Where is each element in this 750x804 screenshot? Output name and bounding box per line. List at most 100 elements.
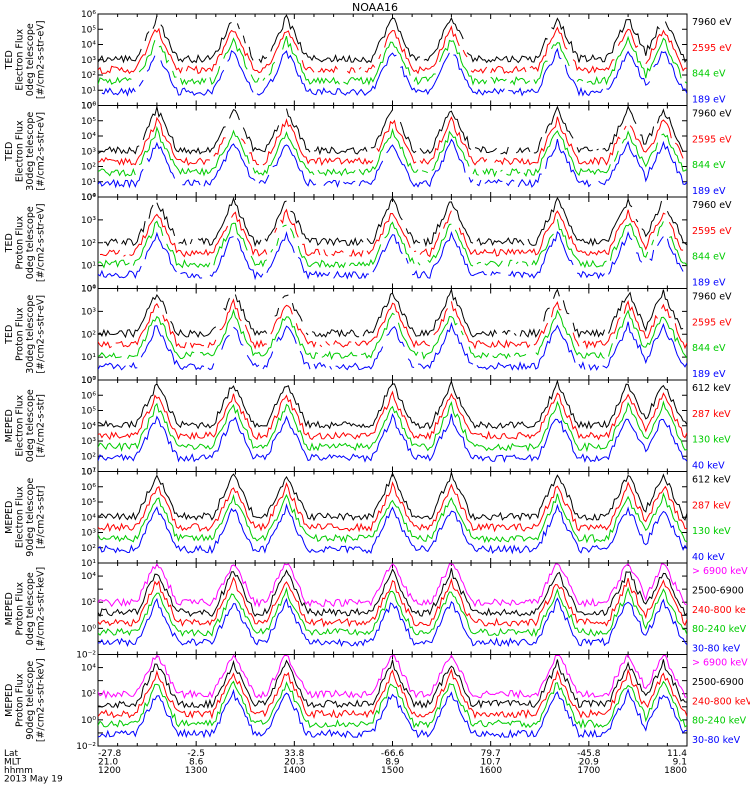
y-axis-label: TEDProton Flux0deg telescope[#/cm2-s-str… xyxy=(4,203,47,282)
legend-entry: 30-80 keV xyxy=(692,735,741,746)
y-tick-label: 10⁰ xyxy=(81,193,96,203)
legend-entry: 40 keV xyxy=(692,552,725,563)
y-tick-label: 10¹ xyxy=(81,86,96,96)
legend-entry: 189 eV xyxy=(692,186,726,197)
series-trace-4 xyxy=(98,321,687,371)
series-trace-2 xyxy=(98,298,687,350)
series-trace-1 xyxy=(98,14,687,64)
legend-entry: 2500-6900 xyxy=(692,677,744,688)
y-tick-label: 10⁴ xyxy=(81,41,96,51)
legend-entry: 2595 eV xyxy=(692,317,732,328)
footer-value: -66.6 xyxy=(381,749,405,759)
y-tick-label: 10⁶ xyxy=(81,391,96,401)
y-tick-label: 10⁴ xyxy=(81,193,96,203)
panel-6: 10¹ 10² 10³ 10⁴ 10⁵ 10⁶ 10⁷ MEPEDElectron Flux9… xyxy=(4,468,731,570)
y-axis-label-line: MEPED xyxy=(4,409,15,442)
y-tick-label: 10⁰ xyxy=(81,102,96,112)
y-axis-label-line: Electron Flux xyxy=(15,395,26,457)
y-axis-label-line: Proton Flux xyxy=(15,582,26,636)
series-trace-3 xyxy=(98,492,687,544)
y-axis-label-line: TED xyxy=(4,325,15,345)
footer-value: 11.4 xyxy=(667,749,687,759)
series-trace-4 xyxy=(98,680,687,730)
panel-frame xyxy=(97,654,688,747)
series-trace-3 xyxy=(98,668,687,720)
y-axis-label: MEPEDElectron Flux0deg telescope[#/cm2-s… xyxy=(4,389,47,462)
y-tick-label: 10⁰ xyxy=(81,376,96,386)
y-tick-label: 10⁵ xyxy=(81,498,96,508)
series-trace-3 xyxy=(98,35,687,86)
series-trace-2 xyxy=(98,25,687,75)
footer-row-label: Lat xyxy=(4,749,19,759)
footer-value: 1500 xyxy=(381,766,404,776)
panel-3: 10⁰ 10¹ 10² 10³ 10⁴ TEDProton Flux0deg telesc… xyxy=(4,193,732,295)
y-axis-label-line: TED xyxy=(4,50,15,70)
panel-frame xyxy=(97,196,688,289)
y-tick-label: 10² xyxy=(81,239,96,249)
y-axis-label-line: [#/cm2-s-str] xyxy=(36,394,47,457)
panel-7: 10⁻² 10⁰ 10² 10⁴ MEPEDProton Flux0deg telesc… xyxy=(4,562,748,661)
series-trace-2 xyxy=(98,390,687,441)
footer-value: 8.6 xyxy=(189,758,204,768)
y-axis-label-line: 0deg telescope xyxy=(25,572,36,645)
series-trace-4 xyxy=(98,503,687,555)
legend-entry: 844 eV xyxy=(692,160,726,171)
footer-value: 1800 xyxy=(664,766,687,776)
series-trace-5 xyxy=(98,688,687,739)
series-trace-3 xyxy=(98,125,687,178)
y-tick-label: 10³ xyxy=(81,147,96,157)
legend-entry: 130 keV xyxy=(692,526,731,537)
y-axis-label-line: Proton Flux xyxy=(15,216,26,270)
footer-value: 20.9 xyxy=(579,758,599,768)
legend-entry: 40 keV xyxy=(692,461,725,472)
series-trace-1 xyxy=(98,654,687,700)
y-tick-label: 10⁷ xyxy=(81,468,96,478)
panel-frame xyxy=(97,471,688,564)
footer-value: 20.3 xyxy=(284,758,304,768)
y-axis-label: MEPEDElectron Flux90deg telescope[#/cm2-… xyxy=(4,478,47,557)
legend-entry: 2595 eV xyxy=(692,226,732,237)
y-tick-label: 10¹ xyxy=(81,178,96,188)
series-trace-3 xyxy=(98,576,687,628)
y-axis-label: MEPEDProton Flux90deg telescope[#/cm2-s-… xyxy=(4,658,47,742)
y-axis-label-line: MEPED xyxy=(4,592,15,625)
footer-row-label: hhmm xyxy=(4,766,33,776)
legend-entry: 612 keV xyxy=(692,383,731,394)
y-tick-label: 10⁴ xyxy=(81,572,96,582)
panel-frame xyxy=(97,562,688,655)
y-axis-label: TEDProton Flux30deg telescope[#/cm2-s-st… xyxy=(4,295,47,374)
y-tick-label: 10² xyxy=(81,163,96,173)
series-trace-1 xyxy=(103,197,687,248)
y-tick-label: 10² xyxy=(81,71,96,81)
legend-entry: 189 eV xyxy=(692,95,726,106)
series-trace-3 xyxy=(98,219,687,269)
y-tick-label: 10⁰ xyxy=(81,716,96,726)
y-axis-label-line: 0deg telescope xyxy=(25,23,36,96)
series-trace-5 xyxy=(98,597,687,648)
y-tick-label: 10⁶ xyxy=(81,102,96,112)
y-tick-label: 10⁷ xyxy=(81,376,96,386)
y-tick-label: 10⁰ xyxy=(81,624,96,634)
series-trace-1 xyxy=(98,563,687,608)
panel-frame xyxy=(97,105,688,198)
footer-value: 1700 xyxy=(577,766,600,776)
y-axis-label-line: 0deg telescope xyxy=(25,206,36,279)
footer-value: 1600 xyxy=(479,766,502,776)
y-axis-label-line: Electron Flux xyxy=(15,486,26,548)
y-axis-label-line: 90deg telescope xyxy=(25,478,36,557)
y-axis-label: TEDElectron Flux0deg telescope[#/cm2-s-s… xyxy=(4,20,47,99)
series-trace-4 xyxy=(98,586,687,638)
legend-entry: 189 eV xyxy=(692,278,726,289)
footer-row-label: 2013 May 19 xyxy=(4,775,63,785)
legend-entry: 844 eV xyxy=(692,252,726,263)
footer-value: 1400 xyxy=(283,766,306,776)
y-axis-label-line: 90deg telescope xyxy=(25,661,36,740)
y-tick-label: 10¹ xyxy=(81,262,96,272)
y-axis-label-line: 30deg telescope xyxy=(25,295,36,374)
footer-value: 10.7 xyxy=(481,758,501,768)
y-tick-label: 10² xyxy=(81,598,96,608)
panel-4: 10⁰ 10¹ 10² 10³ 10⁴ TEDProton Flux30deg teles… xyxy=(4,285,732,387)
series-trace-2 xyxy=(98,568,687,618)
